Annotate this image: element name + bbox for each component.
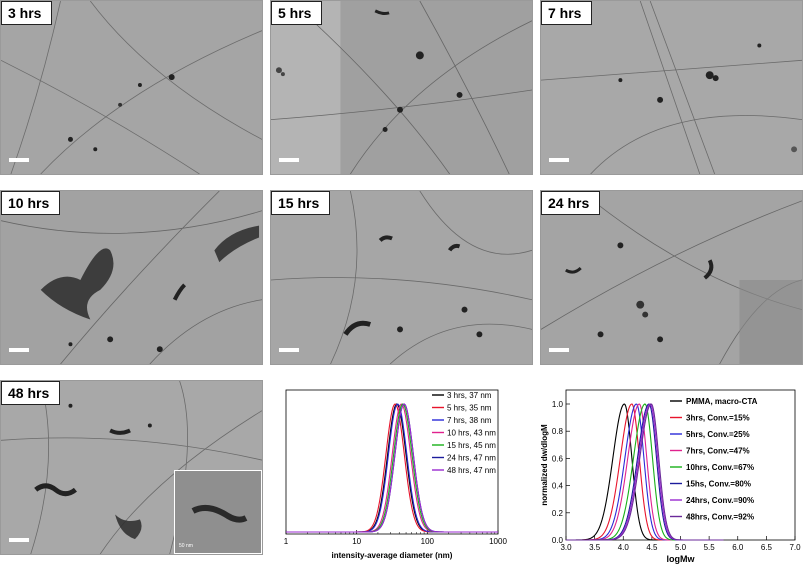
legend-entry: 3hrs, Conv.=15% — [686, 414, 750, 423]
micrograph — [541, 1, 802, 174]
scale-bar — [9, 348, 29, 352]
time-label: 3 hrs — [1, 1, 53, 25]
x-tick-label: 7.0 — [789, 543, 801, 552]
time-label: 10 hrs — [1, 191, 61, 215]
series-line — [566, 403, 724, 541]
legend-entry: 48 hrs, 47 nm — [447, 466, 496, 475]
legend-entry: 3 hrs, 37 nm — [447, 391, 492, 400]
series-line — [286, 403, 498, 533]
legend-entry: 15hs, Conv.=80% — [686, 480, 751, 489]
micrograph — [1, 191, 262, 364]
legend-entry: 5 hrs, 35 nm — [447, 404, 492, 413]
tem-panel-10hrs: 10 hrs — [0, 190, 263, 365]
time-label: 24 hrs — [541, 191, 601, 215]
legend-entry: 7hrs, Conv.=47% — [686, 447, 750, 456]
scale-bar — [279, 158, 299, 162]
scale-bar — [549, 348, 569, 352]
scale-bar — [549, 158, 569, 162]
tem-panel-15hrs: 15 hrs — [270, 190, 533, 365]
tem-panel-7hrs: 7 hrs — [540, 0, 803, 175]
time-label: 7 hrs — [541, 1, 593, 25]
micrograph — [1, 381, 262, 554]
plot-frame — [285, 389, 499, 535]
x-tick-label: 6.0 — [732, 543, 744, 552]
inset-micrograph: 50 nm — [174, 470, 262, 554]
legend-entry: 5hrs, Conv.=25% — [686, 430, 750, 439]
legend-entry: PMMA, macro-CTA — [686, 397, 758, 406]
inset-scale-label: 50 nm — [179, 543, 193, 549]
micrograph — [271, 191, 532, 364]
x-tick-label: 5.5 — [704, 543, 716, 552]
y-tick-label: 0.6 — [552, 454, 564, 463]
y-tick-label: 0.8 — [552, 427, 564, 436]
x-tick-label: 6.5 — [761, 543, 773, 552]
x-tick-label: 4.5 — [646, 543, 658, 552]
dls-size-distribution-chart: 1 10 100 1000 intensity-average diameter (nm… — [284, 389, 507, 560]
legend-entry: 48hrs, Conv.=92% — [686, 513, 754, 522]
y-tick-label: 0.2 — [552, 509, 564, 518]
x-tick-label: 4.0 — [618, 543, 630, 552]
time-label: 15 hrs — [271, 191, 331, 215]
plot-frame — [565, 389, 796, 541]
legend-entry: 24 hrs, 47 nm — [447, 454, 496, 463]
tem-panel-48hrs: 48 hrs 50 nm — [0, 380, 263, 555]
x-tick-label: 100 — [421, 537, 435, 546]
y-tick-label: 0.0 — [552, 536, 564, 545]
y-tick-label: 1.0 — [552, 400, 564, 409]
scale-bar — [9, 538, 29, 542]
x-tick-label: 3.5 — [589, 543, 601, 552]
micrograph — [541, 191, 802, 364]
legend-entry: 7 hrs, 38 nm — [447, 416, 492, 425]
scale-bar — [9, 158, 29, 162]
x-tick-label: 10 — [352, 537, 361, 546]
legend-entry: 24hrs, Conv.=90% — [686, 496, 754, 505]
micrograph — [1, 1, 262, 174]
gpc-molecular-weight-chart: 3.0 3.5 4.0 4.5 5.0 5.5 6.0 6.5 7.0 0.0 0.2 0.4 0.6 0… — [540, 389, 801, 564]
tem-panel-3hrs: 3 hrs — [0, 0, 263, 175]
time-label: 5 hrs — [271, 1, 323, 25]
legend-entry: 15 hrs, 45 nm — [447, 441, 496, 450]
x-tick-label: 5.0 — [675, 543, 687, 552]
x-tick-label: 1 — [284, 537, 289, 546]
y-tick-label: 0.4 — [552, 482, 564, 491]
x-tick-label: 1000 — [489, 537, 507, 546]
tem-panel-5hrs: 5 hrs — [270, 0, 533, 175]
legend-entry: 10 hrs, 43 nm — [447, 429, 496, 438]
y-axis-label: normalized dw/dlogM — [540, 424, 549, 506]
micrograph — [271, 1, 532, 174]
x-tick-label: 3.0 — [560, 543, 572, 552]
scale-bar — [279, 348, 299, 352]
inset-image — [191, 504, 248, 523]
tem-panel-24hrs: 24 hrs — [540, 190, 803, 365]
x-axis-label: intensity-average diameter (nm) — [332, 551, 453, 560]
time-label: 48 hrs — [1, 381, 61, 405]
legend-entry: 10hrs, Conv.=67% — [686, 463, 754, 472]
x-axis-label: logMw — [667, 554, 696, 564]
